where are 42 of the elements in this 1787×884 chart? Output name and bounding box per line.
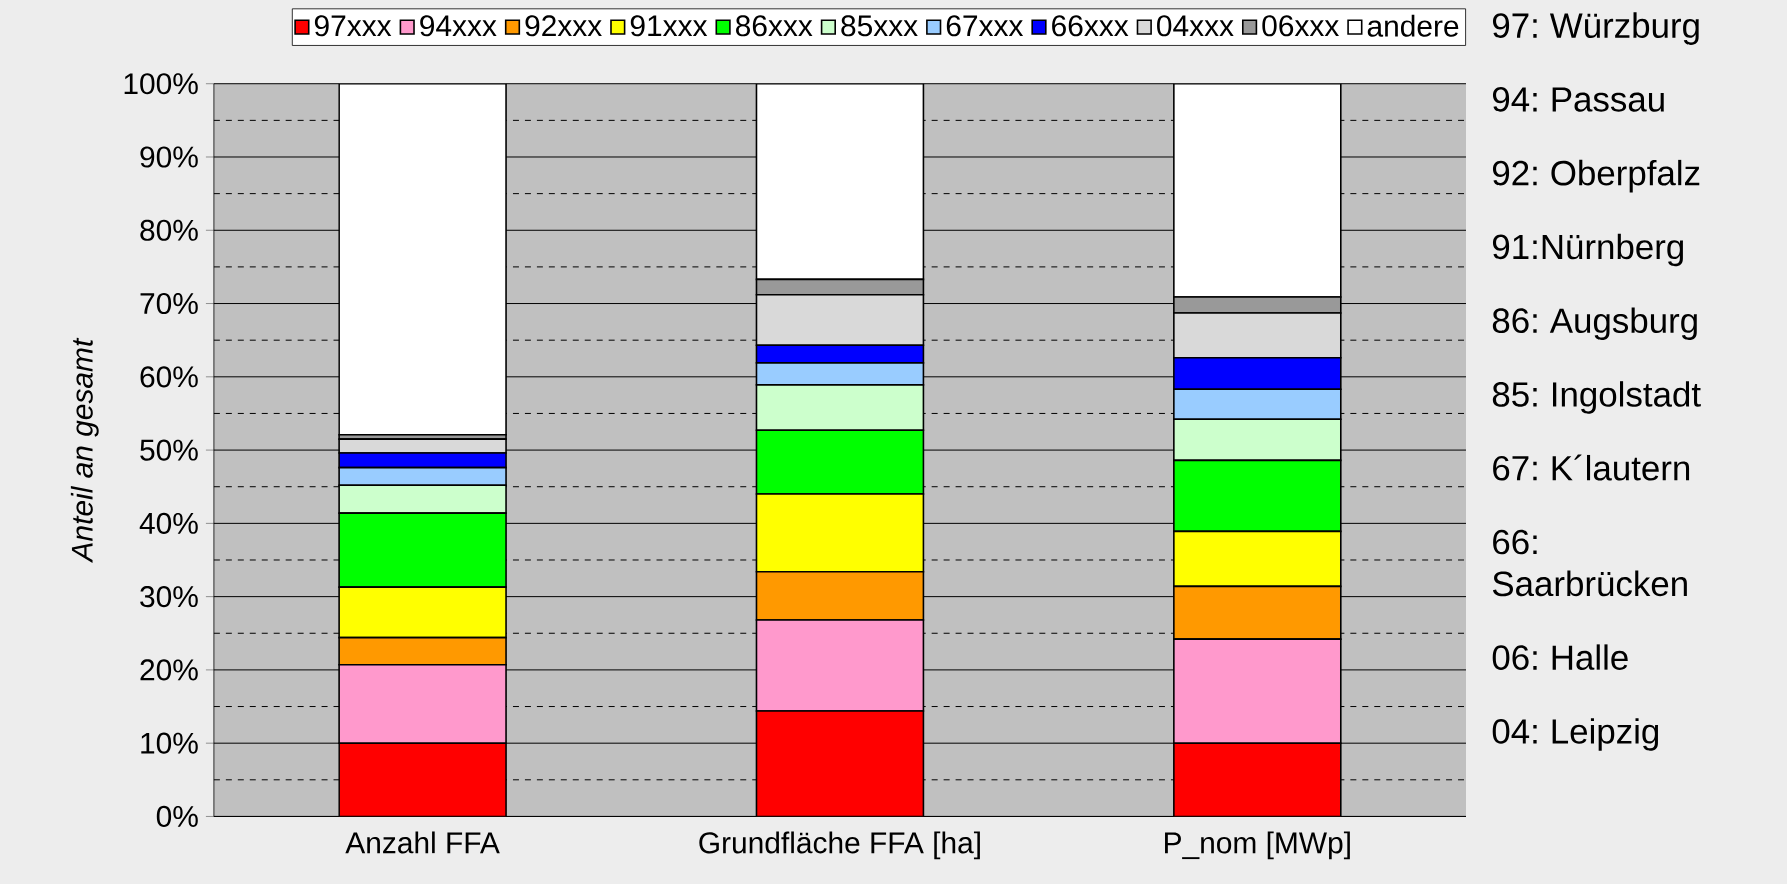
- y-tick-label: 0%: [156, 805, 198, 827]
- legend-label: 94xxx: [420, 15, 497, 37]
- bar: [755, 710, 925, 817]
- y-tick-label: 80%: [140, 219, 198, 241]
- legend-label: 85xxx: [841, 15, 918, 37]
- y-axis-title: Anteil an gesamt: [70, 337, 99, 563]
- text: 92: Oberpfalz: [1492, 159, 1700, 193]
- x-tick-label: Grundfläche FFA [ha]: [699, 831, 980, 860]
- text: 85: Ingolstadt: [1492, 381, 1701, 414]
- y-tick-label: 90%: [140, 146, 198, 168]
- bar: [1173, 742, 1342, 817]
- text: 04: Leipzig: [1492, 718, 1659, 751]
- text: 91:Nürnberg: [1492, 233, 1684, 267]
- legend-label: andere: [1367, 14, 1459, 37]
- legend-label: 91xxx: [630, 15, 708, 37]
- legend-label: 97xxx: [314, 15, 392, 37]
- text: 86: Augsburg: [1492, 307, 1697, 340]
- legend-label: 67xxx: [946, 15, 1024, 37]
- text: 94: Passau: [1492, 86, 1664, 112]
- y-tick-label: 70%: [140, 292, 198, 315]
- legend-label: 66xxx: [1052, 15, 1129, 37]
- y-tick-label: 60%: [140, 366, 198, 388]
- legend-label: 92xxx: [525, 15, 602, 37]
- y-tick-label: 40%: [139, 512, 198, 534]
- x-tick-label: P_nom [MWp]: [1165, 831, 1350, 860]
- y-tick-label: 50%: [140, 439, 198, 461]
- bar: [755, 83, 925, 281]
- y-tick-label: 20%: [140, 659, 198, 681]
- y-tick-label: 100%: [124, 73, 198, 95]
- text: 06: Halle: [1492, 644, 1628, 670]
- bar: [338, 83, 507, 436]
- x-tick-label: Anzahl FFA: [345, 831, 500, 854]
- y-tick-label: 10%: [141, 732, 198, 754]
- bar: [338, 742, 507, 817]
- text: 67: K´lautern: [1493, 454, 1690, 481]
- legend-label: 86xxx: [736, 15, 813, 37]
- legend-label: 06xxx: [1262, 15, 1339, 37]
- legend-label: 04xxx: [1157, 15, 1234, 37]
- y-tick-label: 30%: [140, 585, 198, 608]
- bar: [1173, 83, 1342, 298]
- text: 66: Saarbrücken: [1492, 529, 1687, 597]
- text: 97: Würzburg: [1492, 12, 1699, 45]
